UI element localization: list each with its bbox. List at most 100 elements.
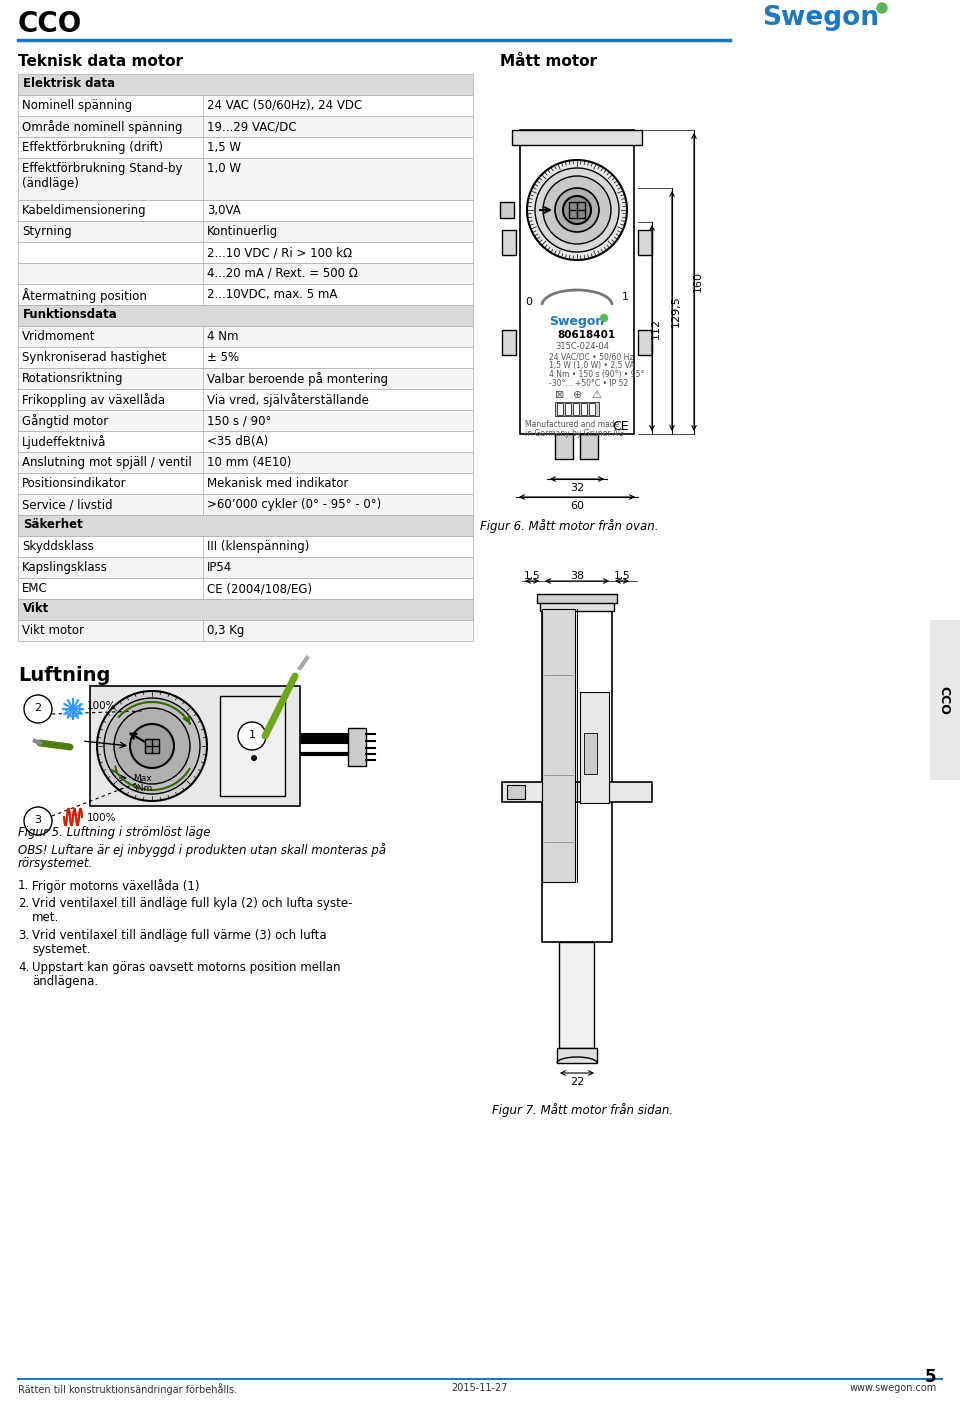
Text: EMC: EMC — [22, 582, 48, 595]
Bar — [580, 692, 609, 803]
Text: Figur 7. Mått motor från sidan.: Figur 7. Mått motor från sidan. — [492, 1102, 673, 1116]
Text: systemet.: systemet. — [32, 943, 90, 956]
Bar — [542, 609, 575, 882]
Text: Kabeldimensionering: Kabeldimensionering — [22, 204, 147, 217]
Text: 2...10 VDC / Ri > 100 kΩ: 2...10 VDC / Ri > 100 kΩ — [207, 246, 352, 259]
Text: Funktionsdata: Funktionsdata — [23, 308, 118, 321]
Text: 2.: 2. — [18, 897, 29, 910]
Text: 4 Nm: 4 Nm — [207, 330, 238, 343]
Bar — [555, 434, 573, 458]
Text: Styrning: Styrning — [22, 225, 72, 238]
Text: Service / livstid: Service / livstid — [22, 498, 112, 510]
Text: Vrid ventilaxel till ändläge full kyla (2) och lufta syste-: Vrid ventilaxel till ändläge full kyla (… — [32, 897, 352, 910]
Bar — [18, 368, 473, 389]
Bar — [18, 472, 473, 494]
Text: ⚠: ⚠ — [591, 389, 601, 399]
Text: 80618401: 80618401 — [557, 330, 615, 340]
Bar — [559, 942, 594, 1047]
Bar — [18, 96, 473, 117]
Bar — [542, 609, 612, 942]
Text: 100%: 100% — [87, 702, 116, 711]
Text: Uppstart kan göras oavsett motorns position mellan: Uppstart kan göras oavsett motorns posit… — [32, 960, 341, 974]
Bar — [18, 515, 473, 536]
Text: 129,5: 129,5 — [671, 295, 681, 326]
Text: CCO: CCO — [938, 686, 950, 714]
Text: Swegon: Swegon — [762, 6, 879, 31]
Circle shape — [543, 176, 611, 245]
Bar — [220, 696, 285, 796]
Text: 112: 112 — [651, 318, 661, 339]
Text: 1,5 W: 1,5 W — [207, 141, 241, 155]
Text: Vrid ventilaxel till ändläge full värme (3) och lufta: Vrid ventilaxel till ändläge full värme … — [32, 929, 326, 942]
Text: Figur 6. Mått motor från ovan.: Figur 6. Mått motor från ovan. — [480, 519, 659, 533]
Text: Anslutning mot spjäll / ventil: Anslutning mot spjäll / ventil — [22, 456, 192, 470]
Bar — [520, 129, 634, 434]
Text: Effektförbrukning (drift): Effektförbrukning (drift) — [22, 141, 163, 155]
Text: 4.: 4. — [18, 960, 29, 974]
Bar — [540, 600, 614, 612]
Bar — [18, 411, 473, 432]
Circle shape — [251, 755, 257, 761]
Text: Positionsindikator: Positionsindikator — [22, 477, 127, 491]
Text: Mekanisk med indikator: Mekanisk med indikator — [207, 477, 348, 491]
Text: Luftning: Luftning — [18, 666, 110, 685]
Circle shape — [114, 709, 190, 785]
Text: -30°... +50°C • IP 52: -30°... +50°C • IP 52 — [549, 380, 628, 388]
Bar — [573, 404, 579, 415]
Text: www.swegon.com: www.swegon.com — [850, 1384, 937, 1393]
Text: 2...10VDC, max. 5 mA: 2...10VDC, max. 5 mA — [207, 288, 337, 301]
Circle shape — [555, 188, 599, 232]
Circle shape — [877, 3, 887, 13]
Text: 38: 38 — [570, 571, 584, 581]
Circle shape — [130, 724, 174, 768]
Text: Vridmoment: Vridmoment — [22, 330, 95, 343]
Text: Säkerhet: Säkerhet — [23, 517, 83, 531]
Text: ± 5%: ± 5% — [207, 352, 239, 364]
Bar — [18, 536, 473, 557]
Text: 5: 5 — [924, 1368, 936, 1386]
Text: Återmatning position: Återmatning position — [22, 288, 147, 302]
Bar — [18, 347, 473, 368]
Text: OBS! Luftare är ej inbyggd i produkten utan skall monteras på: OBS! Luftare är ej inbyggd i produkten u… — [18, 844, 386, 858]
Text: 60: 60 — [570, 501, 584, 510]
Text: CE: CE — [612, 420, 629, 433]
Text: 3,0VA: 3,0VA — [207, 204, 241, 217]
Bar — [18, 242, 473, 263]
Text: 100%: 100% — [87, 813, 116, 823]
Bar — [930, 620, 960, 780]
Text: Gångtid motor: Gångtid motor — [22, 413, 108, 427]
Text: 160: 160 — [693, 271, 703, 292]
Circle shape — [104, 697, 200, 794]
Bar — [348, 728, 366, 766]
Bar — [507, 785, 525, 799]
Bar — [557, 404, 563, 415]
Text: 315C-024-04: 315C-024-04 — [555, 342, 609, 352]
Bar — [537, 593, 617, 603]
Bar — [18, 432, 473, 451]
Bar — [638, 231, 652, 254]
Circle shape — [24, 807, 52, 835]
Text: Kapslingsklass: Kapslingsklass — [22, 561, 108, 574]
Text: <35 dB(A): <35 dB(A) — [207, 434, 268, 449]
Text: 2: 2 — [35, 703, 41, 713]
Circle shape — [238, 723, 266, 749]
Text: Valbar beroende på montering: Valbar beroende på montering — [207, 373, 388, 387]
Bar — [502, 231, 516, 254]
Text: 0: 0 — [525, 297, 532, 307]
Bar — [18, 599, 473, 620]
Circle shape — [97, 690, 207, 801]
Text: 19...29 VAC/DC: 19...29 VAC/DC — [207, 120, 297, 134]
Text: 32: 32 — [570, 484, 584, 494]
Text: 2015-11-27: 2015-11-27 — [452, 1384, 508, 1393]
Bar — [500, 202, 514, 218]
Bar — [18, 451, 473, 472]
Text: Nominell spänning: Nominell spänning — [22, 98, 132, 112]
Text: 1: 1 — [249, 730, 255, 740]
Bar — [569, 202, 585, 218]
Bar — [18, 326, 473, 347]
Bar — [18, 284, 473, 305]
Text: Område nominell spänning: Område nominell spänning — [22, 120, 182, 134]
Text: 1,0 W: 1,0 W — [207, 162, 241, 174]
Text: rörsystemet.: rörsystemet. — [18, 858, 93, 870]
Bar — [502, 330, 516, 354]
